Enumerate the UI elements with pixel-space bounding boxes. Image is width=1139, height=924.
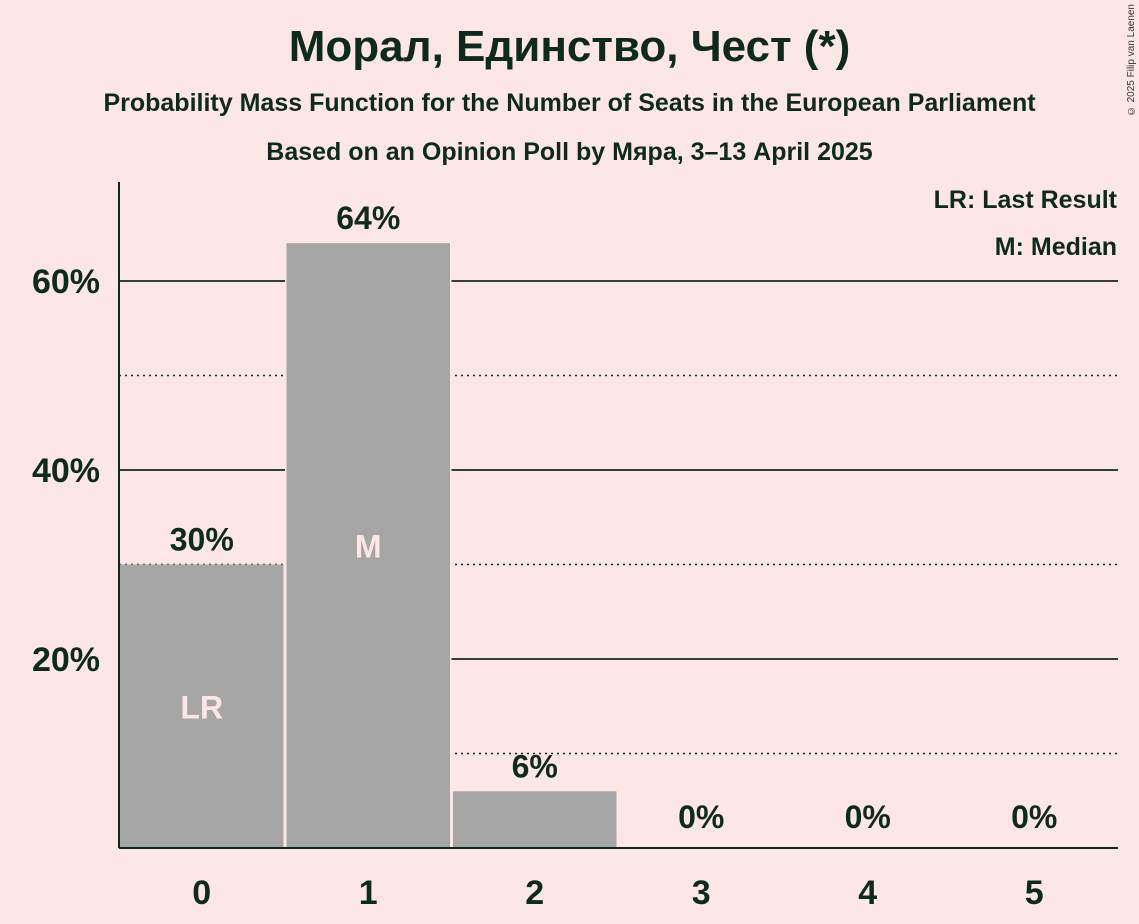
- bar-value-label: 0%: [678, 799, 724, 835]
- x-tick-label: 5: [1025, 874, 1044, 912]
- x-tick-label: 4: [858, 874, 877, 912]
- x-tick-label: 3: [692, 874, 711, 912]
- x-tick-label: 2: [525, 874, 544, 912]
- bar: [286, 243, 450, 848]
- bar: [453, 791, 617, 848]
- chart-title: Морал, Единство, Чест (*): [288, 22, 851, 71]
- bar-value-label: 64%: [336, 200, 400, 236]
- y-tick-label: 20%: [32, 641, 100, 679]
- legend-median: M: Median: [994, 233, 1117, 261]
- x-tick-label: 0: [192, 874, 211, 912]
- y-tick-label: 60%: [32, 263, 100, 301]
- bar-annotation: M: [355, 529, 382, 565]
- bar-value-label: 6%: [512, 748, 558, 784]
- legend-last-result: LR: Last Result: [933, 186, 1117, 214]
- x-tick-label: 1: [359, 874, 378, 912]
- bar-annotation: LR: [180, 689, 223, 725]
- chart-source: Based on an Opinion Poll by Мяра, 3–13 A…: [266, 138, 873, 166]
- bar-value-label: 0%: [1011, 799, 1057, 835]
- chart-subtitle: Probability Mass Function for the Number…: [103, 89, 1036, 117]
- y-tick-label: 40%: [32, 452, 100, 490]
- bar: [120, 564, 284, 848]
- bar-value-label: 30%: [170, 522, 234, 558]
- bar-value-label: 0%: [845, 799, 891, 835]
